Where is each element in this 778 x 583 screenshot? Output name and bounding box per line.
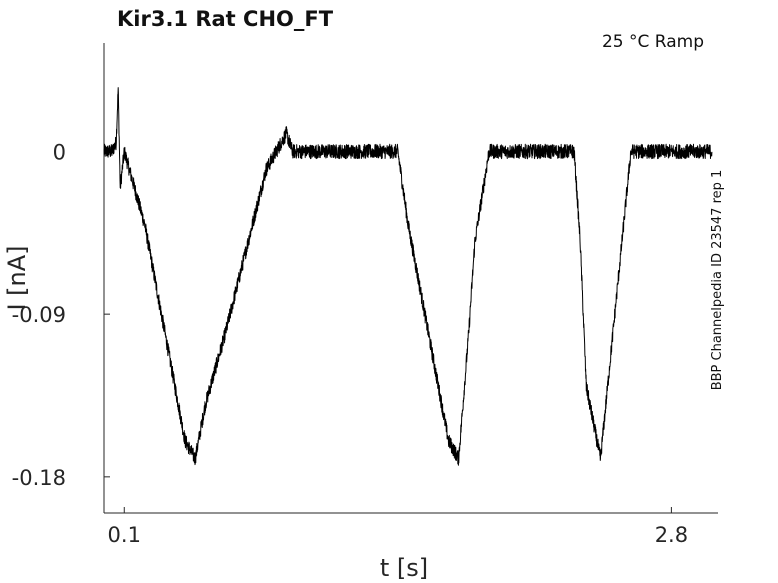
axes: 0 -0.09 -0.18 0.1 2.8 <box>12 43 718 547</box>
chart-title: Kir3.1 Rat CHO_FT <box>117 7 334 31</box>
chart-subtitle: 25 °C Ramp <box>602 32 704 52</box>
side-note: BBP Channelpedia ID 23547 rep 1 <box>710 170 725 391</box>
y-tick-label: -0.18 <box>12 466 66 490</box>
plot-area <box>103 87 713 466</box>
y-tick-label: 0 <box>53 140 66 164</box>
series-line <box>103 87 713 466</box>
x-tick-label: 0.1 <box>108 523 141 547</box>
x-axis-label: t [s] <box>380 554 428 582</box>
x-tick-label: 2.8 <box>655 523 688 547</box>
y-tick-label: -0.09 <box>12 303 66 327</box>
y-axis-label: I [nA] <box>3 245 31 310</box>
